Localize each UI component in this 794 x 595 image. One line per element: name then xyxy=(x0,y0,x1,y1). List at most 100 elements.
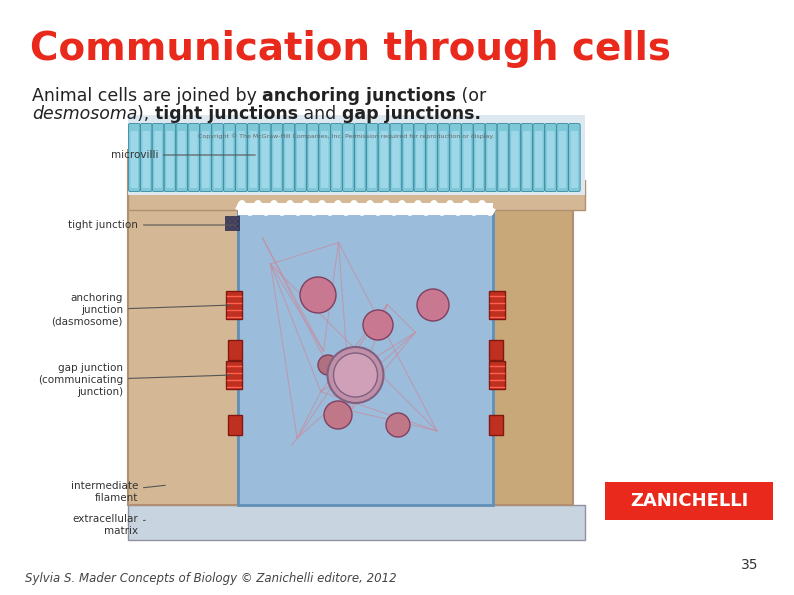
FancyBboxPatch shape xyxy=(128,115,585,195)
FancyBboxPatch shape xyxy=(152,124,164,192)
FancyBboxPatch shape xyxy=(235,221,239,225)
FancyBboxPatch shape xyxy=(225,221,229,225)
FancyBboxPatch shape xyxy=(309,131,317,188)
Text: gap junctions.: gap junctions. xyxy=(342,105,481,123)
FancyBboxPatch shape xyxy=(464,131,471,188)
FancyBboxPatch shape xyxy=(569,124,580,192)
FancyBboxPatch shape xyxy=(176,124,187,192)
Circle shape xyxy=(324,401,352,429)
Circle shape xyxy=(417,289,449,321)
Text: Animal cells are joined by: Animal cells are joined by xyxy=(32,87,262,105)
FancyBboxPatch shape xyxy=(235,216,239,220)
FancyBboxPatch shape xyxy=(226,291,242,319)
FancyBboxPatch shape xyxy=(345,131,353,188)
FancyBboxPatch shape xyxy=(128,505,585,540)
FancyBboxPatch shape xyxy=(141,124,152,192)
FancyBboxPatch shape xyxy=(547,131,554,188)
FancyBboxPatch shape xyxy=(319,124,330,192)
Text: tight junctions: tight junctions xyxy=(155,105,299,123)
FancyBboxPatch shape xyxy=(414,124,426,192)
FancyBboxPatch shape xyxy=(236,124,247,192)
FancyBboxPatch shape xyxy=(489,340,503,360)
FancyBboxPatch shape xyxy=(249,131,257,188)
FancyBboxPatch shape xyxy=(283,124,295,192)
FancyBboxPatch shape xyxy=(260,124,271,192)
FancyBboxPatch shape xyxy=(224,124,235,192)
FancyBboxPatch shape xyxy=(190,131,198,188)
FancyBboxPatch shape xyxy=(437,124,449,192)
FancyBboxPatch shape xyxy=(426,124,437,192)
Text: extracellular
matrix: extracellular matrix xyxy=(72,514,145,536)
FancyBboxPatch shape xyxy=(228,415,242,435)
FancyBboxPatch shape xyxy=(226,361,242,389)
FancyBboxPatch shape xyxy=(416,131,423,188)
FancyBboxPatch shape xyxy=(390,124,402,192)
FancyBboxPatch shape xyxy=(489,291,505,319)
FancyBboxPatch shape xyxy=(489,361,505,389)
FancyBboxPatch shape xyxy=(380,131,387,188)
FancyBboxPatch shape xyxy=(202,131,210,188)
FancyBboxPatch shape xyxy=(321,131,329,188)
FancyBboxPatch shape xyxy=(164,124,175,192)
FancyBboxPatch shape xyxy=(535,131,542,188)
FancyBboxPatch shape xyxy=(452,131,459,188)
FancyBboxPatch shape xyxy=(230,221,234,225)
FancyBboxPatch shape xyxy=(473,124,485,192)
FancyBboxPatch shape xyxy=(523,131,530,188)
FancyBboxPatch shape xyxy=(166,131,174,188)
FancyBboxPatch shape xyxy=(605,482,773,520)
Circle shape xyxy=(333,353,377,397)
FancyBboxPatch shape xyxy=(493,150,573,505)
Text: Copyright © The McGraw-Hill Companies, Inc. Permission required for reproduction: Copyright © The McGraw-Hill Companies, I… xyxy=(198,133,495,139)
FancyBboxPatch shape xyxy=(178,131,186,188)
FancyBboxPatch shape xyxy=(571,131,578,188)
FancyBboxPatch shape xyxy=(225,216,229,220)
FancyBboxPatch shape xyxy=(402,124,414,192)
FancyBboxPatch shape xyxy=(235,226,239,230)
FancyBboxPatch shape xyxy=(225,131,233,188)
FancyBboxPatch shape xyxy=(499,131,507,188)
FancyBboxPatch shape xyxy=(273,131,281,188)
FancyBboxPatch shape xyxy=(128,180,585,210)
FancyBboxPatch shape xyxy=(230,216,234,220)
FancyBboxPatch shape xyxy=(333,131,341,188)
Text: ),: ), xyxy=(137,105,155,123)
FancyBboxPatch shape xyxy=(225,226,229,230)
Circle shape xyxy=(318,355,338,375)
Circle shape xyxy=(300,277,336,313)
FancyBboxPatch shape xyxy=(392,131,399,188)
Text: microvilli: microvilli xyxy=(110,150,255,160)
FancyBboxPatch shape xyxy=(428,131,435,188)
FancyBboxPatch shape xyxy=(404,131,411,188)
FancyBboxPatch shape xyxy=(509,124,521,192)
Text: Sylvia S. Mader Concepts of Biology © Zanichelli editore, 2012: Sylvia S. Mader Concepts of Biology © Za… xyxy=(25,572,397,585)
Text: gap junction
(communicating
junction): gap junction (communicating junction) xyxy=(38,364,230,397)
FancyBboxPatch shape xyxy=(378,124,390,192)
FancyBboxPatch shape xyxy=(545,124,557,192)
Circle shape xyxy=(386,413,410,437)
FancyBboxPatch shape xyxy=(237,131,245,188)
FancyBboxPatch shape xyxy=(440,131,447,188)
Text: anchoring
junction
(dasmosome): anchoring junction (dasmosome) xyxy=(52,293,230,327)
FancyBboxPatch shape xyxy=(533,124,545,192)
FancyBboxPatch shape xyxy=(212,124,223,192)
FancyBboxPatch shape xyxy=(559,131,566,188)
FancyBboxPatch shape xyxy=(357,131,364,188)
FancyBboxPatch shape xyxy=(307,124,318,192)
FancyBboxPatch shape xyxy=(485,124,497,192)
FancyBboxPatch shape xyxy=(230,226,234,230)
FancyBboxPatch shape xyxy=(238,210,493,505)
FancyBboxPatch shape xyxy=(449,124,461,192)
FancyBboxPatch shape xyxy=(489,415,503,435)
Text: ZANICHELLI: ZANICHELLI xyxy=(630,492,748,510)
FancyBboxPatch shape xyxy=(295,124,306,192)
Text: intermediate
filament: intermediate filament xyxy=(71,481,165,503)
FancyBboxPatch shape xyxy=(200,124,211,192)
FancyBboxPatch shape xyxy=(214,131,222,188)
FancyBboxPatch shape xyxy=(130,131,138,188)
FancyBboxPatch shape xyxy=(461,124,473,192)
FancyBboxPatch shape xyxy=(129,124,140,192)
FancyBboxPatch shape xyxy=(476,131,483,188)
FancyBboxPatch shape xyxy=(261,131,269,188)
FancyBboxPatch shape xyxy=(331,124,342,192)
